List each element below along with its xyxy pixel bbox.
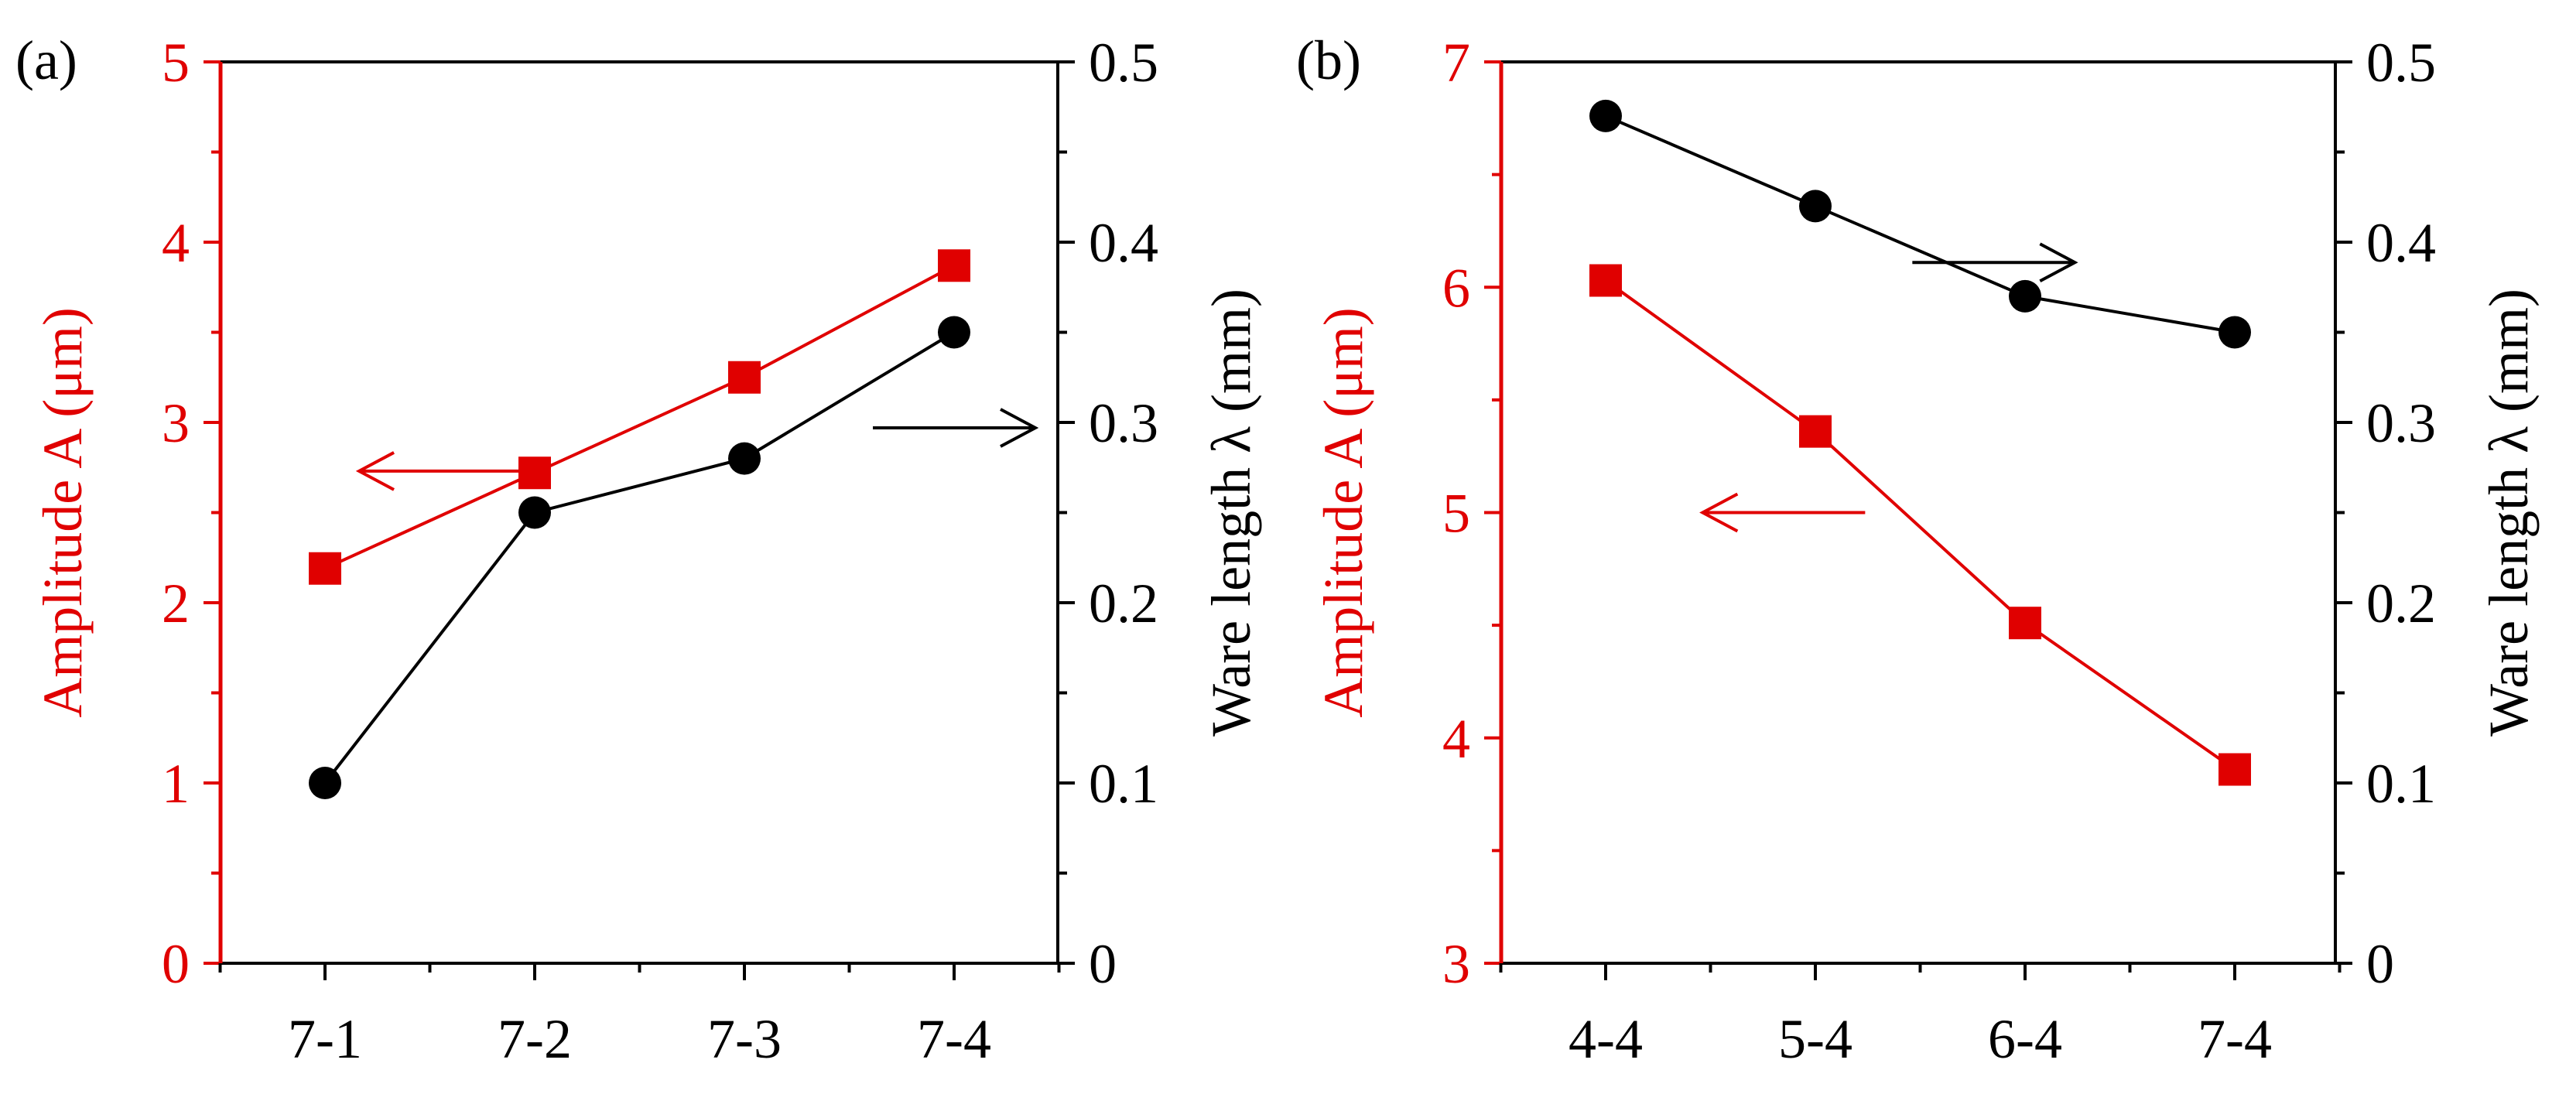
right-axis-tick-label: 0 [1089, 933, 1117, 995]
amplitude-series-line [1604, 279, 2236, 771]
amplitude-data-point [1589, 264, 1622, 297]
x-axis-tick-label: 7-1 [288, 1008, 362, 1070]
amplitude-data-point [938, 249, 970, 282]
amplitude-data-point [1799, 415, 1832, 448]
amplitude-data-point [309, 552, 341, 585]
arrow-head [1000, 408, 1039, 448]
right-axis-tick-label: 0.1 [1089, 753, 1158, 815]
amplitude-data-point [2219, 753, 2251, 786]
amplitude-data-point [2009, 607, 2041, 640]
right-axis-tick-label: 0.5 [1089, 32, 1158, 94]
x-axis-tick-label: 7-4 [917, 1008, 991, 1070]
wavelength-data-point [938, 316, 970, 349]
wavelength-data-point [2219, 316, 2251, 349]
amplitude-arrow-left [355, 451, 522, 491]
panel-label: (a) [15, 29, 77, 91]
right-axis-tick-label: 0.2 [1089, 573, 1158, 634]
right-axis-tick-label: 0.1 [2366, 753, 2436, 815]
chart-panel-b: 3 4 5 6 7 0 0.1 0.2 0.3 0.4 0.5 4-4 5-4 6-4 7-4 Amplitu… [1296, 29, 2540, 1070]
wavelength-data-point [518, 496, 551, 529]
arrow-head [355, 451, 395, 491]
left-axis-tick-label: 7 [1442, 32, 1470, 94]
right-axis-title: Ware length λ (mm) [1200, 289, 1262, 737]
x-axis-tick-label: 7-3 [707, 1008, 782, 1070]
left-axis-tick-label: 5 [1442, 483, 1470, 545]
wavelength-series-line [1605, 115, 2236, 334]
amplitude-data-point [518, 456, 551, 490]
panel-label: (b) [1296, 29, 1361, 91]
x-axis-tick-label: 5-4 [1778, 1008, 1852, 1070]
left-axis-tick-label: 4 [1442, 708, 1470, 770]
right-axis-tick-label: 0 [2366, 933, 2394, 995]
left-axis-tick-label: 0 [162, 933, 190, 995]
wavelength-data-point [1589, 99, 1622, 132]
right-axis-tick-label: 0.4 [2366, 212, 2436, 274]
chart-panel-a: 0 1 2 3 4 5 0 0.1 0.2 0.3 0.4 0.5 7-1 7-2 7-3 7-4 Amplit… [15, 29, 1262, 1070]
wavelength-series-line [323, 330, 956, 785]
right-axis-tick-label: 0.5 [2366, 32, 2436, 94]
x-axis-tick-label: 6-4 [1988, 1008, 2062, 1070]
left-axis-tick-label: 3 [1442, 933, 1470, 995]
left-axis-tick-label: 4 [162, 212, 190, 274]
wavelength-arrow-right [1912, 242, 2078, 282]
arrow-head [2039, 242, 2078, 282]
wavelength-data-point [1799, 190, 1832, 223]
left-axis-tick-label: 6 [1442, 257, 1470, 319]
left-axis-tick-label: 3 [162, 392, 190, 454]
right-axis-tick-label: 0.4 [1089, 212, 1158, 274]
wavelength-data-point [309, 767, 341, 799]
right-axis-tick-label: 0.3 [1089, 392, 1158, 454]
arrow-head [1699, 492, 1739, 533]
left-axis-title: Amplitude A (μm) [32, 307, 94, 718]
right-axis-tick-label: 0.2 [2366, 573, 2436, 634]
amplitude-arrow-left [1699, 492, 1866, 533]
amplitude-data-point [728, 361, 761, 394]
right-axis-title: Ware length λ (mm) [2478, 289, 2540, 737]
wavelength-arrow-right [873, 408, 1039, 448]
wavelength-data-point [2009, 279, 2041, 313]
left-axis-tick-label: 5 [162, 32, 190, 94]
x-axis-tick-label: 4-4 [1569, 1008, 1643, 1070]
left-axis-tick-label: 1 [162, 753, 190, 815]
right-axis-tick-label: 0.3 [2366, 392, 2436, 454]
left-axis-tick-label: 2 [162, 573, 190, 634]
x-axis-tick-label: 7-2 [498, 1008, 572, 1070]
x-axis-tick-label: 7-4 [2198, 1008, 2272, 1070]
wavelength-data-point [728, 442, 761, 475]
left-axis-title: Amplitude A (μm) [1312, 307, 1374, 718]
amplitude-series-line [324, 264, 955, 570]
